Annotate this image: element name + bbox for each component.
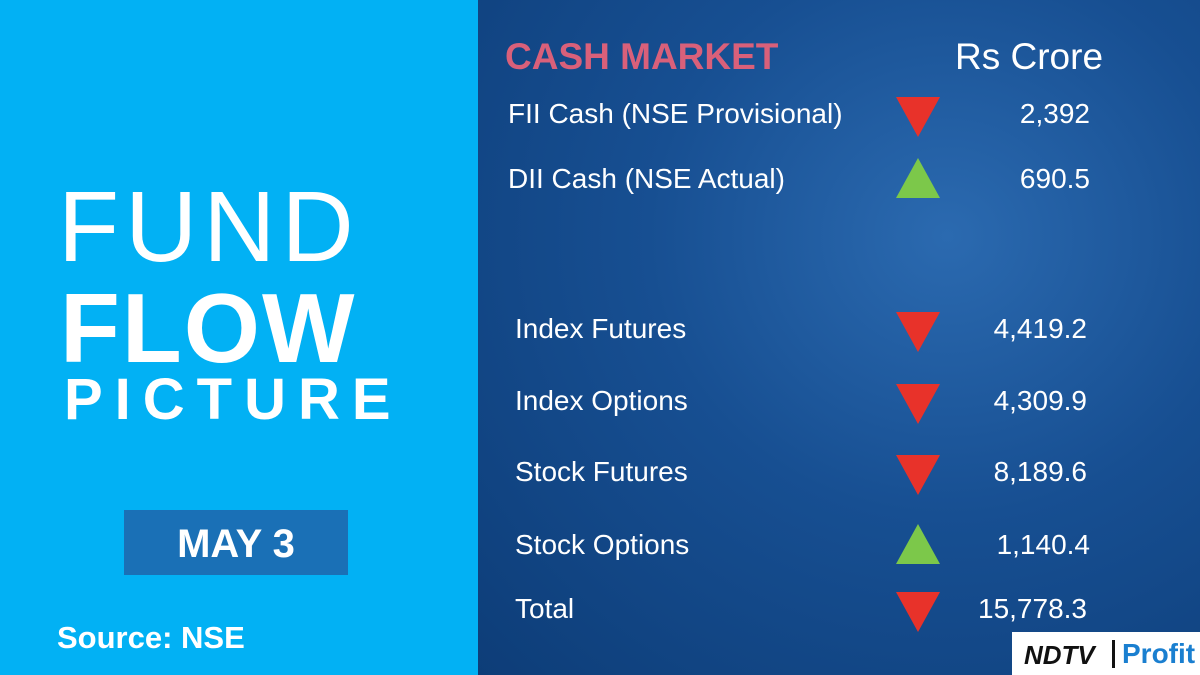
row-value: 4,309.9 bbox=[993, 385, 1087, 416]
title-line: PICTURE bbox=[64, 367, 403, 432]
row-value: 4,419.2 bbox=[993, 313, 1087, 344]
down-arrow bbox=[896, 97, 940, 137]
up-arrow bbox=[896, 524, 940, 564]
row-value: 8,189.6 bbox=[993, 456, 1087, 487]
unit-label: Rs Crore bbox=[955, 36, 1104, 77]
left-panel: FUND FLOW PICTURE MAY 3 Source: NSE bbox=[0, 0, 478, 675]
table-header: CASH MARKET bbox=[505, 36, 779, 77]
right-panel bbox=[478, 0, 1200, 675]
down-arrow bbox=[896, 455, 940, 495]
date-box: MAY 3 bbox=[124, 510, 348, 575]
down-arrow bbox=[896, 312, 940, 352]
row-label: FII Cash (NSE Provisional) bbox=[508, 98, 843, 129]
logo-divider bbox=[1112, 640, 1115, 668]
row-value: 1,140.4 bbox=[996, 529, 1090, 560]
row-label: Total bbox=[515, 593, 575, 624]
source: Source: NSE bbox=[57, 620, 245, 655]
down-arrow bbox=[896, 592, 940, 632]
row-label: Stock Futures bbox=[515, 456, 688, 487]
logo-brand: NDTV bbox=[1024, 640, 1095, 670]
row-value: 2,392 bbox=[1019, 98, 1090, 129]
title-line: FLOW bbox=[60, 273, 357, 383]
logo: NDTV Profit bbox=[1012, 632, 1200, 675]
row-value: 690.5 bbox=[1019, 163, 1090, 194]
title-line: FUND bbox=[58, 171, 360, 283]
row-label: Index Futures bbox=[515, 313, 687, 344]
row-label: Index Options bbox=[515, 385, 688, 416]
down-arrow bbox=[896, 384, 940, 424]
date: MAY 3 bbox=[177, 522, 295, 566]
row-label: DII Cash (NSE Actual) bbox=[508, 163, 785, 194]
row-value: 15,778.3 bbox=[978, 593, 1087, 624]
up-arrow bbox=[896, 158, 940, 198]
logo-product: Profit bbox=[1122, 638, 1196, 669]
row-label: Stock Options bbox=[515, 529, 690, 560]
